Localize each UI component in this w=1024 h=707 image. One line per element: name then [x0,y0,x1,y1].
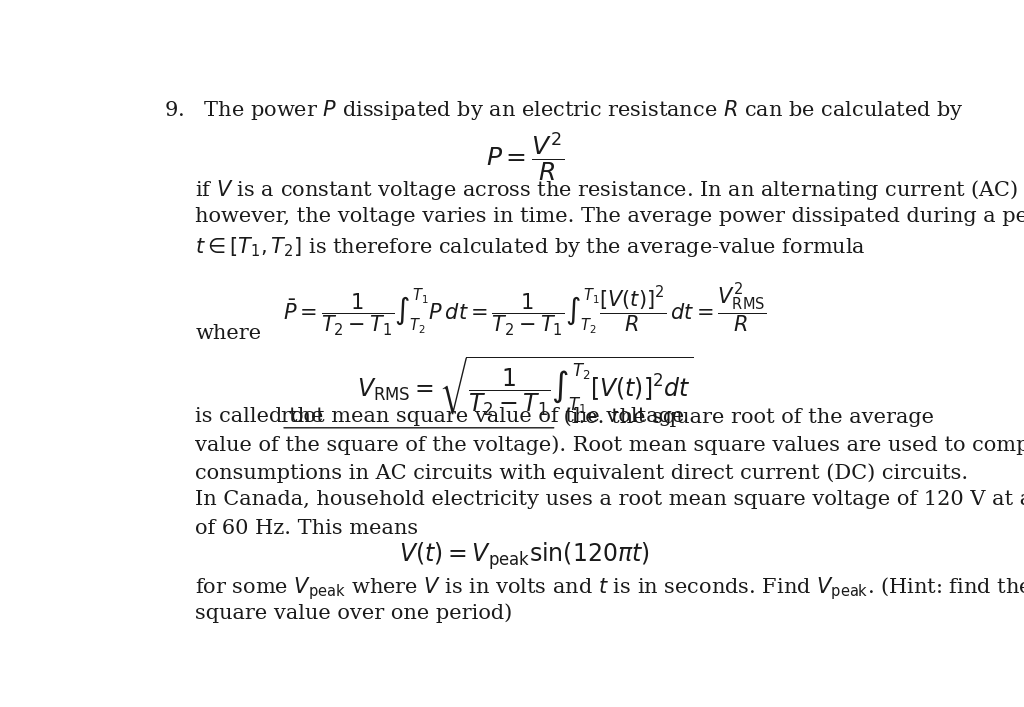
Text: however, the voltage varies in time. The average power dissipated during a perio: however, the voltage varies in time. The… [196,206,1024,226]
Text: (i.e. the square root of the average: (i.e. the square root of the average [557,407,934,427]
Text: 9.   The power $P$ dissipated by an electric resistance $R$ can be calculated by: 9. The power $P$ dissipated by an electr… [164,98,964,122]
Text: for some $V_{\mathrm{peak}}$ where $V$ is in volts and $t$ is in seconds. Find $: for some $V_{\mathrm{peak}}$ where $V$ i… [196,575,1024,602]
Text: $P = \dfrac{V^2}{R}$: $P = \dfrac{V^2}{R}$ [485,131,564,184]
Text: $t \in [T_1, T_2]$ is therefore calculated by the average-value formula: $t \in [T_1, T_2]$ is therefore calculat… [196,235,866,259]
Text: value of the square of the voltage). Root mean square values are used to compare: value of the square of the voltage). Roo… [196,436,1024,455]
Text: of 60 Hz. This means: of 60 Hz. This means [196,519,419,538]
Text: In Canada, household electricity uses a root mean square voltage of 120 V at a f: In Canada, household electricity uses a … [196,491,1024,510]
Text: $V_{\mathrm{RMS}} = \sqrt{\dfrac{1}{T_2 - T_1}\int_{T_1}^{T_2} \left[V(t)\right]: $V_{\mathrm{RMS}} = \sqrt{\dfrac{1}{T_2 … [356,354,693,418]
Text: $V(t) = V_{\mathrm{peak}} \sin(120\pi t)$: $V(t) = V_{\mathrm{peak}} \sin(120\pi t)… [399,540,650,572]
Text: root mean square value of the voltage: root mean square value of the voltage [282,407,684,426]
Text: where: where [196,325,261,344]
Text: consumptions in AC circuits with equivalent direct current (DC) circuits.: consumptions in AC circuits with equival… [196,464,969,484]
Text: is called the: is called the [196,407,331,426]
Text: square value over one period): square value over one period) [196,603,513,623]
Text: $\bar{P} = \dfrac{1}{T_2 - T_1}\int_{T_2}^{T_1} P\, dt = \dfrac{1}{T_2 - T_1}\in: $\bar{P} = \dfrac{1}{T_2 - T_1}\int_{T_2… [283,282,767,339]
Text: if $V$ is a constant voltage across the resistance. In an alternating current (A: if $V$ is a constant voltage across the … [196,178,1024,202]
